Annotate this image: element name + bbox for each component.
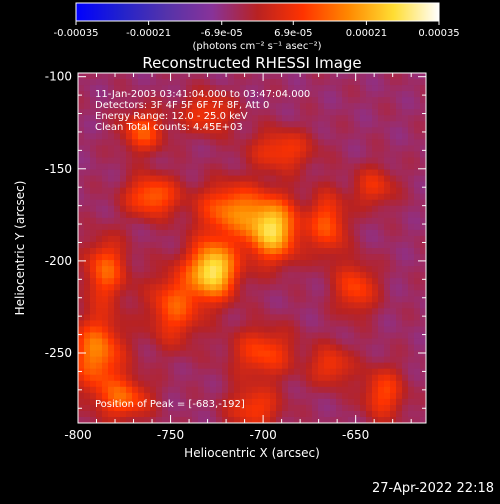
y-axis-ticks: -100 -150 -200 -250 [45, 70, 426, 409]
annotation-detectors: Detectors: 3F 4F 5F 6F 7F 8F, Att 0 [95, 100, 269, 111]
annotation-peak-position: Position of Peak = [-683,-192] [95, 399, 245, 410]
x-tick-label: -650 [342, 428, 369, 442]
x-tick-label: -700 [249, 428, 276, 442]
colorbar-tick-label: 0.00021 [346, 28, 387, 39]
x-tick-label: -750 [157, 428, 184, 442]
colorbar-tick-label: -0.00021 [126, 28, 171, 39]
colorbar [75, 2, 440, 22]
colorbar-tick-label: -6.9e-05 [201, 28, 243, 39]
colorbar-ticks: -0.00035 -0.00021 -6.9e-05 6.9e-05 0.00021 0.… [54, 21, 460, 39]
plot-frame [77, 72, 427, 424]
x-tick-label: -800 [64, 428, 91, 442]
annotation-clean-counts: Clean Total counts: 4.45E+03 [95, 122, 243, 133]
y-tick-label: -150 [45, 162, 72, 176]
y-tick-label: -100 [45, 70, 72, 84]
timestamp: 27-Apr-2022 22:18 [372, 481, 494, 496]
y-axis-title: Heliocentric Y (arcsec) [13, 181, 27, 316]
colorbar-unit-label: (photons cm⁻² s⁻¹ asec⁻²) [192, 41, 321, 52]
chart-title: Reconstructed RHESSI Image [142, 54, 361, 72]
x-axis-title: Heliocentric X (arcsec) [184, 446, 320, 460]
y-tick-label: -250 [45, 346, 72, 360]
colorbar-tick-label: -0.00035 [54, 28, 99, 39]
x-axis-ticks: -800 -750 -700 -650 [64, 73, 412, 442]
colorbar-tick-label: 0.00035 [418, 28, 459, 39]
annotation-time-range: 11-Jan-2003 03:41:04.000 to 03:47:04.000 [95, 89, 310, 100]
y-tick-label: -200 [45, 254, 72, 268]
colorbar-tick-label: 6.9e-05 [274, 28, 312, 39]
annotation-energy-range: Energy Range: 12.0 - 25.0 keV [95, 111, 248, 122]
heatmap-image [78, 73, 426, 423]
